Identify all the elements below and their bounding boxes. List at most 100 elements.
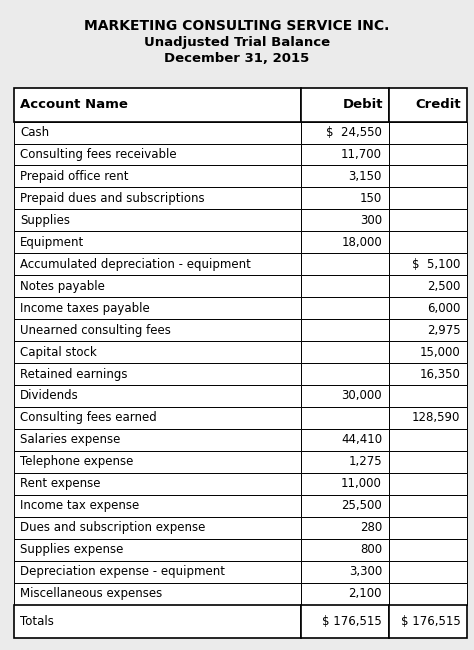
Text: 3,150: 3,150	[349, 170, 382, 183]
Bar	[389, 341, 467, 363]
Text: 280: 280	[360, 521, 382, 534]
Bar	[301, 517, 389, 539]
Text: Supplies: Supplies	[20, 214, 70, 227]
Bar	[389, 254, 467, 275]
Bar	[301, 144, 389, 166]
Bar	[389, 231, 467, 254]
Text: Income tax expense: Income tax expense	[20, 499, 139, 512]
Text: Dividends: Dividends	[20, 389, 79, 402]
Bar	[14, 582, 301, 604]
Bar	[389, 582, 467, 604]
Text: Depreciation expense - equipment: Depreciation expense - equipment	[20, 565, 225, 578]
Text: 30,000: 30,000	[341, 389, 382, 402]
Bar	[301, 122, 389, 144]
Bar	[14, 88, 301, 122]
Bar	[301, 341, 389, 363]
Bar	[301, 495, 389, 517]
Bar	[14, 517, 301, 539]
Text: Consulting fees earned: Consulting fees earned	[20, 411, 157, 424]
Text: Unadjusted Trial Balance: Unadjusted Trial Balance	[144, 36, 330, 49]
Bar	[301, 539, 389, 560]
Bar	[14, 429, 301, 451]
Bar	[14, 122, 301, 144]
Bar	[301, 582, 389, 604]
Bar	[389, 517, 467, 539]
Bar	[14, 319, 301, 341]
Text: $  5,100: $ 5,100	[412, 258, 460, 271]
Bar	[389, 407, 467, 429]
Bar	[389, 187, 467, 209]
Bar	[14, 539, 301, 560]
Text: 44,410: 44,410	[341, 434, 382, 447]
Bar	[301, 88, 389, 122]
Text: Prepaid office rent: Prepaid office rent	[20, 170, 128, 183]
Bar	[301, 385, 389, 407]
Bar	[301, 407, 389, 429]
Bar	[14, 187, 301, 209]
Text: MARKETING CONSULTING SERVICE INC.: MARKETING CONSULTING SERVICE INC.	[84, 19, 390, 33]
Bar	[14, 341, 301, 363]
Text: Income taxes payable: Income taxes payable	[20, 302, 150, 315]
Bar	[301, 231, 389, 254]
Text: December 31, 2015: December 31, 2015	[164, 52, 310, 65]
Text: Telephone expense: Telephone expense	[20, 455, 133, 468]
Bar	[14, 166, 301, 187]
Text: 15,000: 15,000	[419, 346, 460, 359]
Bar	[14, 495, 301, 517]
Bar	[14, 231, 301, 254]
Text: 16,350: 16,350	[419, 367, 460, 380]
Bar	[389, 473, 467, 495]
Text: Retained earnings: Retained earnings	[20, 367, 128, 380]
Bar	[301, 166, 389, 187]
Bar	[301, 429, 389, 451]
Bar	[389, 297, 467, 319]
Bar	[14, 604, 301, 638]
Text: 128,590: 128,590	[412, 411, 460, 424]
Text: 25,500: 25,500	[341, 499, 382, 512]
Text: Notes payable: Notes payable	[20, 280, 105, 292]
Text: Debit: Debit	[343, 98, 383, 111]
Text: Prepaid dues and subscriptions: Prepaid dues and subscriptions	[20, 192, 205, 205]
Bar	[14, 473, 301, 495]
Text: Consulting fees receivable: Consulting fees receivable	[20, 148, 176, 161]
Text: Salaries expense: Salaries expense	[20, 434, 120, 447]
Bar	[301, 319, 389, 341]
Bar	[14, 275, 301, 297]
Bar	[14, 560, 301, 582]
Text: 2,975: 2,975	[427, 324, 460, 337]
Text: 18,000: 18,000	[341, 236, 382, 249]
Bar	[389, 144, 467, 166]
Text: 2,500: 2,500	[427, 280, 460, 292]
Bar	[389, 88, 467, 122]
Bar	[301, 451, 389, 473]
Bar	[301, 560, 389, 582]
Bar	[389, 122, 467, 144]
Text: 11,000: 11,000	[341, 477, 382, 490]
Text: Equipment: Equipment	[20, 236, 84, 249]
Text: Dues and subscription expense: Dues and subscription expense	[20, 521, 205, 534]
Bar	[14, 363, 301, 385]
Bar	[301, 297, 389, 319]
Text: Capital stock: Capital stock	[20, 346, 97, 359]
Bar	[301, 604, 389, 638]
Bar	[389, 539, 467, 560]
Text: Rent expense: Rent expense	[20, 477, 100, 490]
Text: 6,000: 6,000	[427, 302, 460, 315]
Bar	[301, 363, 389, 385]
Bar	[389, 451, 467, 473]
Bar	[14, 144, 301, 166]
Bar	[389, 363, 467, 385]
Bar	[14, 297, 301, 319]
Bar	[389, 560, 467, 582]
Bar	[389, 166, 467, 187]
Bar	[389, 495, 467, 517]
Bar	[14, 254, 301, 275]
Text: Account Name: Account Name	[20, 98, 128, 111]
Bar	[301, 473, 389, 495]
Bar	[389, 209, 467, 231]
Bar	[14, 385, 301, 407]
Text: 300: 300	[360, 214, 382, 227]
Text: $ 176,515: $ 176,515	[322, 615, 382, 628]
Text: Totals: Totals	[20, 615, 54, 628]
Text: Cash: Cash	[20, 126, 49, 139]
